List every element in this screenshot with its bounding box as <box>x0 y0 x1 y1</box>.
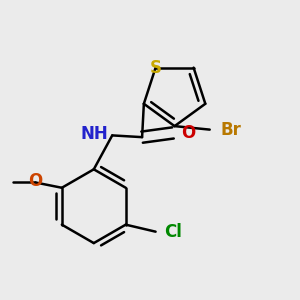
Text: NH: NH <box>81 124 109 142</box>
Text: O: O <box>181 124 195 142</box>
Text: Br: Br <box>221 121 242 139</box>
Text: Cl: Cl <box>164 223 182 241</box>
Text: O: O <box>28 172 43 190</box>
Text: S: S <box>150 58 162 76</box>
